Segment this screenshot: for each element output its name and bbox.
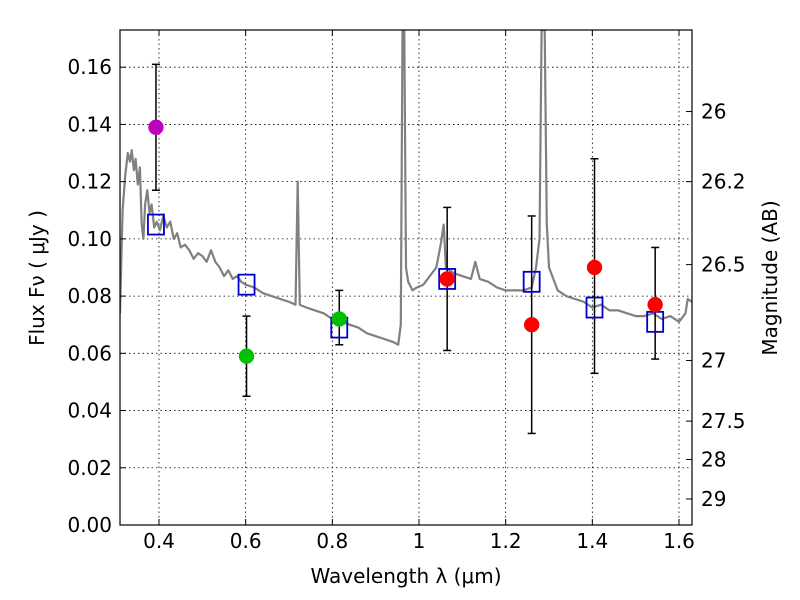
right-axis-title: Magnitude (AB)	[758, 200, 782, 355]
model-photometry-square	[237, 273, 256, 296]
x-tick-label: 0.4	[143, 529, 175, 553]
observed-point	[523, 316, 540, 333]
model-photometry-square	[522, 270, 541, 293]
right-tick-label: 26.2	[701, 170, 746, 194]
right-axis: 26 26.2 26.5 27 27.5 28 29	[686, 100, 746, 511]
x-tick-label: 1.6	[663, 529, 695, 553]
observed-point	[647, 296, 663, 313]
right-tick-label: 26	[701, 100, 726, 124]
x-axis: 0.4 0.6 0.8 1 1.2 1.4 1.6	[143, 30, 695, 553]
right-tick-label: 29	[701, 487, 726, 511]
observed-point	[238, 348, 255, 364]
right-tick-label: 27.5	[701, 409, 746, 433]
model-photometry-square	[147, 213, 165, 236]
y-axis-title: Flux Fν ( μJy )	[25, 210, 49, 346]
right-tick-label: 27	[701, 348, 726, 372]
observed-point	[148, 119, 164, 136]
plot-area	[120, 30, 692, 435]
right-tick-label: 28	[701, 447, 726, 471]
y-axis: 0.00 0.02 0.04 0.06 0.08 0.10 0.12 0.14 0.16	[67, 55, 126, 537]
y-tick-label: 0.10	[67, 227, 112, 251]
x-tick-label: 1.2	[490, 529, 522, 553]
right-tick-label: 26.5	[701, 253, 746, 277]
model-photometry-square	[585, 296, 604, 319]
plot-frame	[119, 29, 693, 526]
model-photometry-square	[438, 268, 457, 290]
y-tick-label: 0.08	[67, 284, 112, 308]
x-axis-title: Wavelength λ (μm)	[310, 564, 501, 588]
x-tick-label: 0.8	[316, 529, 348, 553]
y-tick-label: 0.12	[67, 170, 112, 194]
y-tick-label: 0.16	[67, 55, 112, 79]
observed-point	[331, 311, 348, 327]
y-tick-label: 0.06	[67, 341, 112, 365]
y-tick-label: 0.04	[67, 399, 112, 423]
y-tick-label: 0.00	[67, 513, 112, 537]
model-sed-line	[120, 30, 692, 346]
x-tick-label: 1	[413, 529, 426, 553]
y-tick-label: 0.14	[67, 112, 112, 136]
grid	[120, 30, 692, 525]
observed-point	[439, 271, 455, 287]
x-tick-label: 1.4	[576, 529, 608, 553]
x-tick-label: 0.6	[230, 529, 262, 553]
y-tick-label: 0.02	[67, 456, 112, 480]
observed-point	[586, 259, 603, 276]
